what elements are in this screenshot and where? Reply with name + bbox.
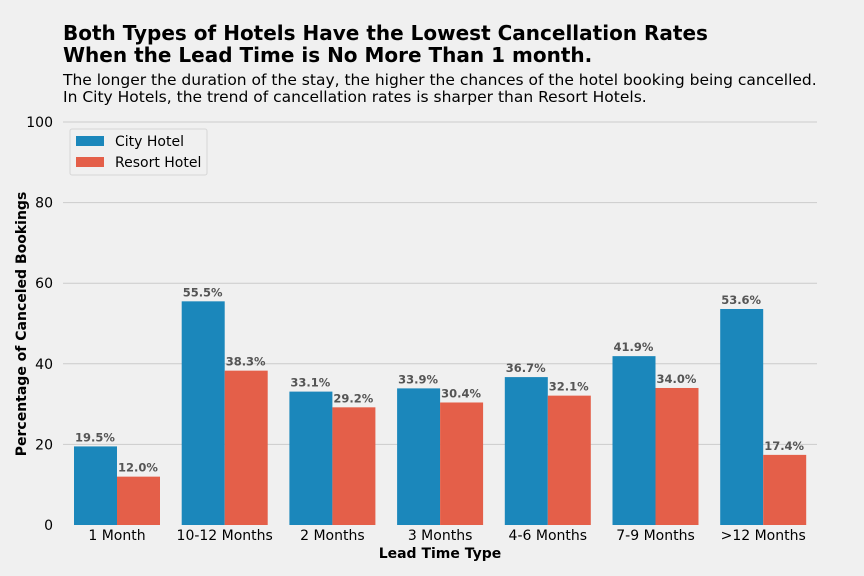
y-axis-label: Percentage of Canceled Bookings <box>14 192 30 457</box>
bar-resort-hotel-3-months <box>440 402 484 525</box>
data-label-city-hotel-1-month: 19.5% <box>75 430 115 444</box>
legend: City Hotel Resort Hotel <box>69 128 208 176</box>
y-tick-label-80: 80 <box>35 196 53 212</box>
bar-resort-hotel-12-months <box>763 454 807 525</box>
bar-city-hotel-2-months <box>289 391 333 525</box>
legend-swatch-resort-hotel <box>76 157 104 167</box>
bar-city-hotel-10-12-months <box>181 301 225 525</box>
bar-city-hotel-12-months <box>720 308 764 525</box>
x-tick-label-4-6-months: 4-6 Months <box>509 528 588 544</box>
y-tick-label-60: 60 <box>35 276 53 292</box>
x-tick-label-1-month: 1 Month <box>88 528 145 544</box>
chart-subtitle-line-2: In City Hotels, the trend of cancellatio… <box>63 88 647 106</box>
chart-subtitle-line-1: The longer the duration of the stay, the… <box>62 71 817 89</box>
x-tick-label-2-months: 2 Months <box>300 528 365 544</box>
data-label-resort-hotel-10-12-months: 38.3% <box>226 355 266 369</box>
bar-city-hotel-7-9-months <box>612 356 656 525</box>
chart-title-line-2: When the Lead Time is No More Than 1 mon… <box>63 43 592 67</box>
data-label-city-hotel-2-months: 33.1% <box>290 376 330 390</box>
data-label-city-hotel-3-months: 33.9% <box>398 372 438 386</box>
y-tick-label-40: 40 <box>35 357 53 373</box>
chart-title-line-1: Both Types of Hotels Have the Lowest Can… <box>63 21 708 45</box>
x-axis-label: Lead Time Type <box>379 546 502 562</box>
y-axis-ticks: 0 20 40 60 80 100 <box>26 115 53 534</box>
data-label-city-hotel-10-12-months: 55.5% <box>183 285 223 299</box>
y-tick-label-0: 0 <box>44 518 53 534</box>
bar-city-hotel-3-months <box>397 388 441 525</box>
x-tick-label-7-9-months: 7-9 Months <box>616 528 695 544</box>
y-tick-label-20: 20 <box>35 437 53 453</box>
x-tick-label-3-months: 3 Months <box>408 528 473 544</box>
bar-value-labels: 19.5% 12.0% 55.5% 38.3% 33.1%29.2% 33.9%30.4%… <box>75 285 805 474</box>
data-label-resort-hotel-3-months: 30.4% <box>441 386 481 400</box>
bar-resort-hotel-7-9-months <box>655 387 699 525</box>
data-label-city-hotel-4-6-months: 36.7% <box>506 361 546 375</box>
bar-city-hotel-1-month <box>74 446 117 525</box>
data-label-resort-hotel-2-months: 29.2% <box>333 391 373 405</box>
data-label-resort-hotel-7-9-months: 34.0% <box>657 372 697 386</box>
x-tick-label-10-12-months: 10-12 Months <box>177 528 273 544</box>
y-tick-label-100: 100 <box>26 115 53 131</box>
bars <box>74 301 807 525</box>
bar-resort-hotel-2-months <box>332 407 376 525</box>
legend-frame <box>69 128 208 176</box>
bar-resort-hotel-10-12-months <box>224 370 268 525</box>
data-label-resort-hotel-1-month: 12.0% <box>118 461 158 475</box>
data-label-city-hotel-12-months: 53.6% <box>721 293 761 307</box>
x-axis-ticks: 1 Month 10-12 Months 2 Months 3 Months 4-6 M… <box>88 528 805 544</box>
legend-label-resort-hotel: Resort Hotel <box>115 155 201 171</box>
data-label-resort-hotel-4-6-months: 32.1% <box>549 380 589 394</box>
data-label-resort-hotel-12-months: 17.4% <box>764 439 804 453</box>
legend-swatch-city-hotel <box>76 136 104 146</box>
bar-city-hotel-4-6-months <box>504 377 548 525</box>
bar-resort-hotel-4-6-months <box>547 395 591 525</box>
legend-label-city-hotel: City Hotel <box>115 134 184 150</box>
data-label-city-hotel-7-9-months: 41.9% <box>614 340 654 354</box>
bar-resort-hotel-1-month <box>117 476 160 525</box>
x-tick-label-12-months: >12 Months <box>721 528 806 544</box>
